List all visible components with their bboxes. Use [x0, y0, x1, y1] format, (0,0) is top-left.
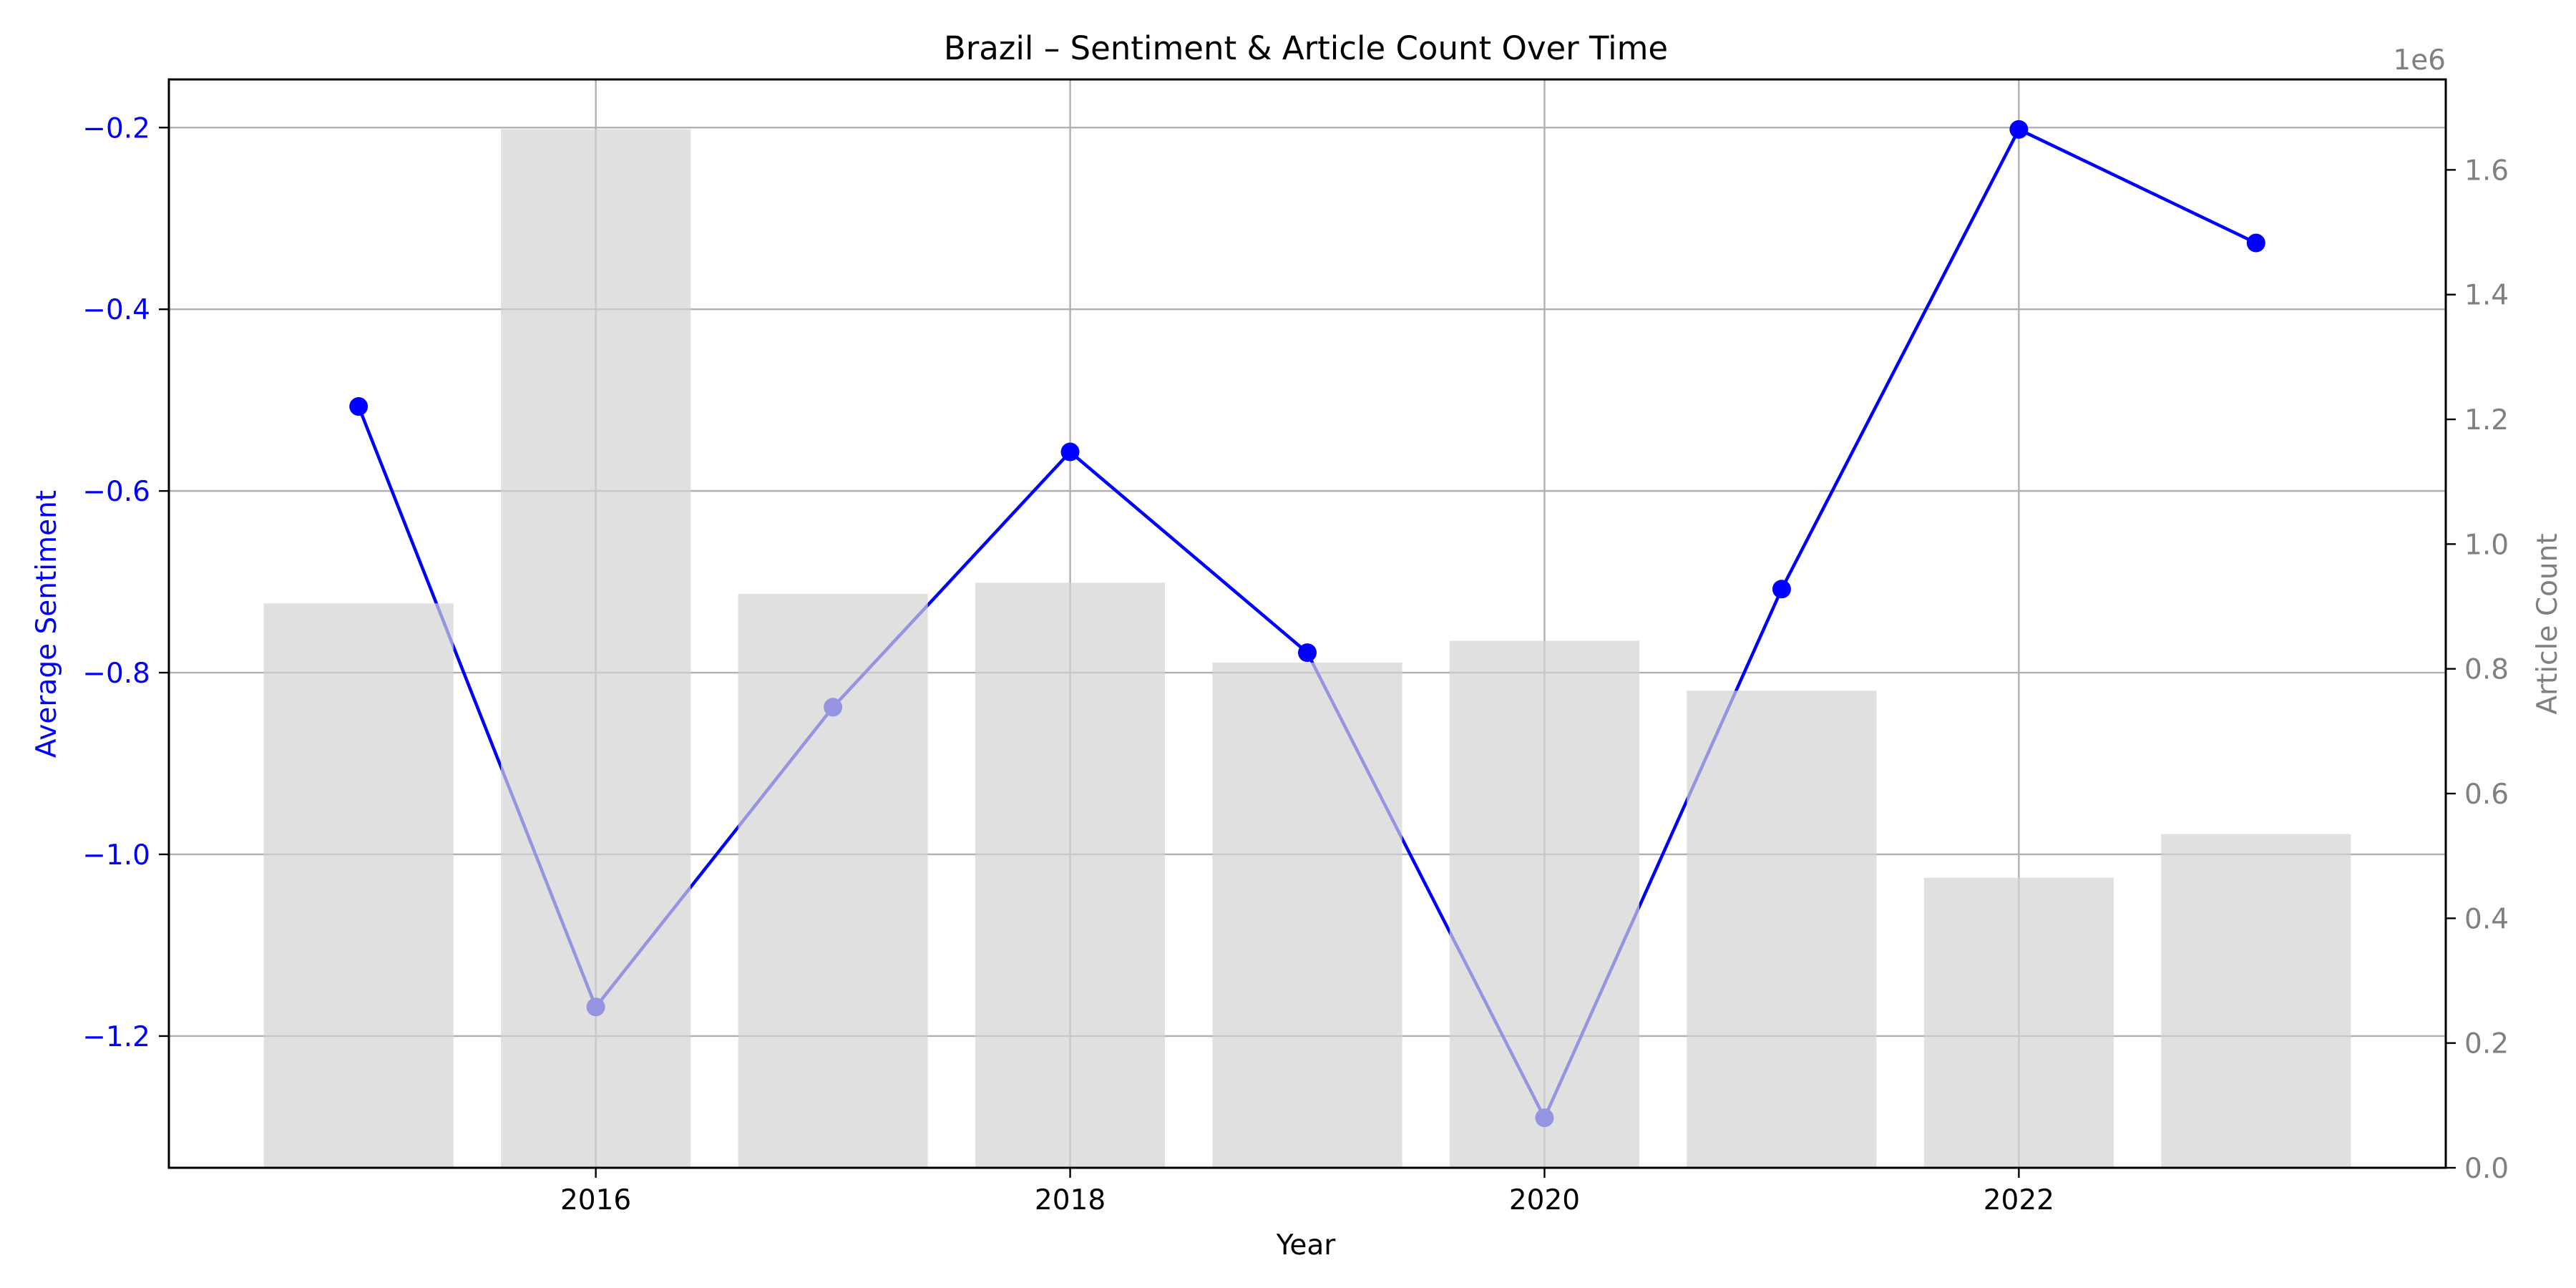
y2-tick-label-3: 0.6: [2464, 779, 2509, 811]
article-count-bar-2019: [1212, 662, 1402, 1168]
y-axis-title-right: Article Count: [2532, 533, 2564, 714]
y2-tick-label-8: 1.6: [2464, 155, 2509, 187]
y-tick-label-5: −0.2: [82, 112, 150, 145]
x-axis-title: Year: [1276, 1229, 1337, 1262]
sentiment-point-2022: [2009, 119, 2029, 139]
y-tick-label-3: −0.6: [82, 476, 150, 508]
y2-tick-label-5: 1.0: [2464, 529, 2509, 561]
x-tick-label-2018: 2018: [1035, 1184, 1106, 1216]
y2-tick-label-6: 1.2: [2464, 404, 2509, 436]
y2-tick-label-0: 0.0: [2464, 1153, 2509, 1185]
y2-tick-label-2: 0.4: [2464, 903, 2509, 935]
chart-title: Brazil – Sentiment & Article Count Over …: [944, 29, 1668, 67]
article-count-bar-2023: [2161, 834, 2351, 1168]
y2-tick-label-1: 0.2: [2464, 1028, 2509, 1060]
sentiment-point-2021: [1772, 580, 1791, 599]
x-tick-label-2022: 2022: [1984, 1184, 2054, 1216]
article-count-bar-2016: [501, 129, 691, 1168]
article-count-bar-2018: [975, 582, 1166, 1168]
sentiment-point-2019: [1298, 643, 1317, 663]
plot-frame: [167, 78, 2447, 1169]
y-tick-label-1: −1.0: [82, 839, 150, 872]
tick-labels: 2016 2018 2020 2022 −1.2 −1.0 −0.8 −0.6 −0.4 −0.2…: [82, 112, 2509, 1216]
article-count-bar-2020: [1449, 640, 1640, 1168]
y2-offset-text: 1e6: [2393, 44, 2446, 77]
y-axis-title-left: Average Sentiment: [31, 490, 63, 758]
y2-tick-label-7: 1.4: [2464, 280, 2509, 312]
article-count-bar-2022: [1923, 877, 2114, 1168]
article-count-bar-2015: [263, 603, 454, 1168]
bar-series: [263, 119, 2351, 1168]
sentiment-point-2015: [349, 397, 369, 416]
x-tick-label-2016: 2016: [560, 1184, 631, 1216]
x-tick-label-2020: 2020: [1509, 1184, 1580, 1216]
sentiment-point-2023: [2246, 233, 2265, 253]
y-tick-label-0: −1.2: [82, 1021, 150, 1053]
y2-tick-label-4: 0.8: [2464, 654, 2509, 686]
y-tick-label-2: −0.8: [82, 658, 150, 690]
plot-border: [167, 78, 2447, 1169]
tick-marks: [159, 127, 2456, 1178]
article-count-bar-2017: [738, 594, 928, 1168]
sentiment-point-2018: [1060, 442, 1080, 462]
article-count-bar-2021: [1687, 691, 1877, 1168]
y-tick-label-4: −0.4: [82, 294, 150, 326]
